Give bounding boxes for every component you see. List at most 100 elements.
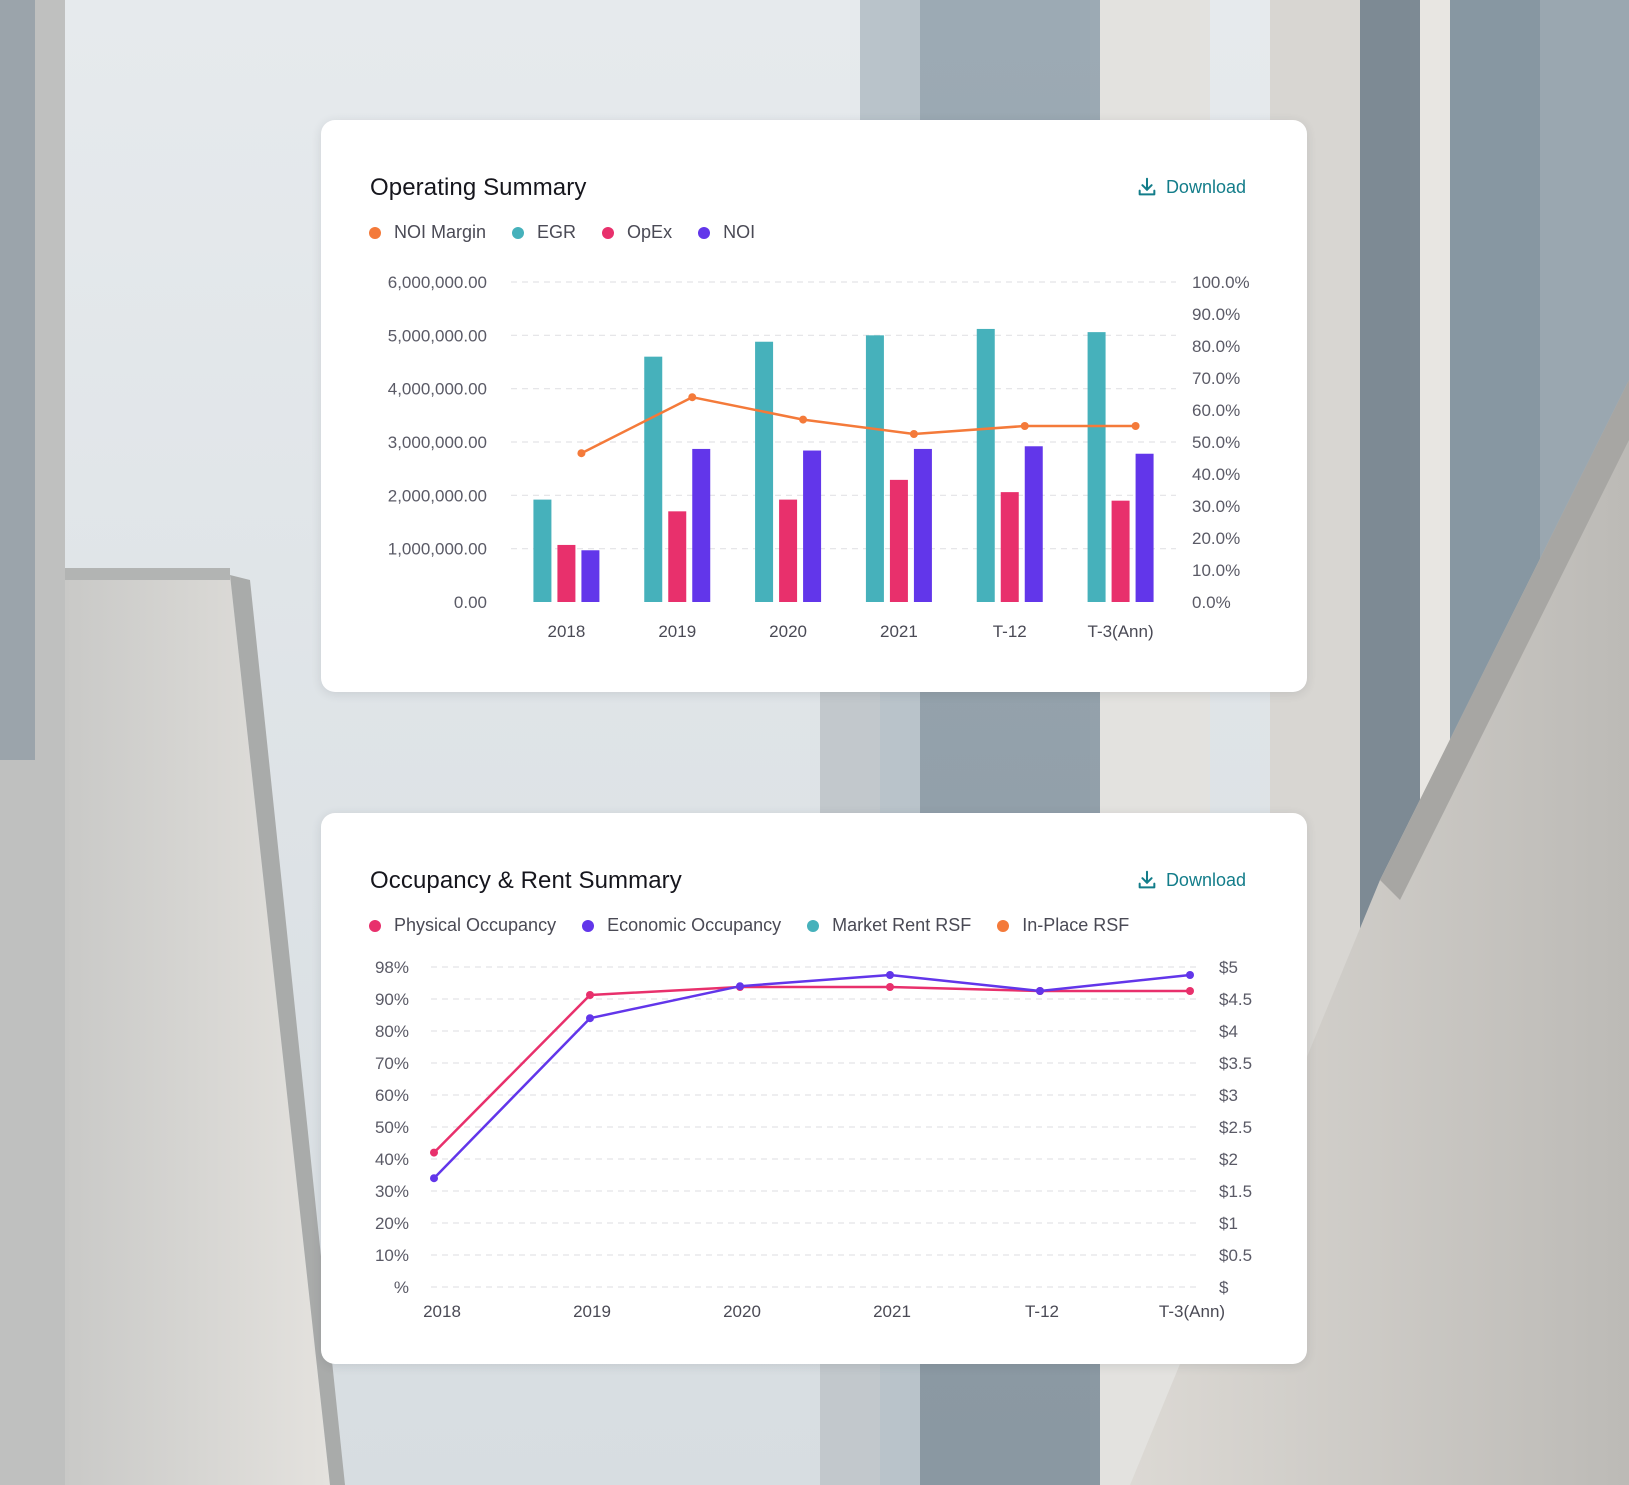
legend-label: NOI [723, 222, 756, 242]
point-economic-occupancy[interactable] [586, 1014, 594, 1023]
point-physical-occupancy[interactable] [886, 983, 894, 991]
bar-egr[interactable] [976, 328, 995, 602]
y2-tick-label: 20.0% [1192, 529, 1240, 548]
point-economic-occupancy[interactable] [430, 1174, 438, 1183]
x-tick-label: 2020 [723, 1302, 761, 1321]
legend-dot [582, 919, 595, 932]
legend-label: In-Place RSF [1022, 915, 1130, 935]
y-tick-label: 90% [375, 990, 409, 1009]
legend-dot [369, 919, 381, 932]
legend-dot [698, 226, 711, 239]
series-line-noi-margin [580, 395, 1136, 455]
point-noi-margin[interactable] [909, 430, 918, 438]
bar-egr[interactable] [865, 335, 884, 602]
bar-noi[interactable] [1135, 453, 1154, 602]
point-economic-occupancy[interactable] [886, 971, 894, 979]
y-tick-label: 40% [375, 1150, 409, 1169]
x-tick-label: T-3(Ann) [1159, 1302, 1225, 1321]
point-noi-margin[interactable] [1131, 422, 1140, 430]
bar-opex[interactable] [1000, 492, 1019, 602]
legend-label: OpEx [627, 222, 673, 242]
occupancy-rent-summary-card: Occupancy & Rent Summary Download Physic… [321, 813, 1307, 1364]
occupancy-summary-title: Occupancy & Rent Summary [370, 867, 682, 894]
y2-tick-label: $2.5 [1219, 1118, 1252, 1137]
bar-noi[interactable] [692, 448, 711, 602]
legend-item-egr[interactable]: EGR [512, 222, 576, 243]
point-physical-occupancy[interactable] [1186, 987, 1194, 995]
y-tick-label: 60% [375, 1086, 409, 1105]
point-economic-occupancy[interactable] [1186, 971, 1194, 979]
operating-summary-title: Operating Summary [370, 174, 587, 201]
legend-dot [997, 919, 1010, 932]
y2-tick-label: 70.0% [1192, 369, 1240, 388]
legend-item-noi-margin[interactable]: NOI Margin [369, 222, 486, 243]
y2-tick-label: 50.0% [1192, 433, 1240, 452]
x-tick-label: 2018 [423, 1302, 461, 1321]
y2-tick-label: $0.5 [1219, 1246, 1252, 1265]
point-physical-occupancy[interactable] [586, 991, 594, 999]
y-tick-label: 70% [375, 1054, 409, 1073]
legend-item-noi[interactable]: NOI [698, 222, 755, 243]
y2-tick-label: $1.5 [1219, 1182, 1252, 1201]
x-tick-label: 2021 [880, 622, 918, 641]
bar-opex[interactable] [668, 511, 687, 602]
legend-item-economic-occupancy[interactable]: Economic Occupancy [582, 915, 781, 936]
y2-tick-label: 80.0% [1192, 337, 1240, 356]
y2-tick-label: $ [1219, 1278, 1229, 1297]
legend-item-in-place-rsf[interactable]: In-Place RSF [997, 915, 1129, 936]
bar-noi[interactable] [803, 450, 822, 602]
legend-dot [807, 919, 820, 932]
y-tick-label: 98% [375, 958, 409, 977]
x-tick-label: T-3(Ann) [1088, 622, 1154, 641]
bar-egr[interactable] [1087, 332, 1106, 602]
y-tick-label: 5,000,000.00 [388, 326, 487, 345]
point-economic-occupancy[interactable] [736, 982, 744, 991]
bar-opex[interactable] [557, 544, 576, 602]
bar-opex[interactable] [1111, 500, 1130, 602]
point-noi-margin[interactable] [799, 415, 808, 424]
y2-tick-label: 0.0% [1192, 593, 1231, 612]
bar-noi[interactable] [581, 550, 600, 602]
y-tick-label: 80% [375, 1022, 409, 1041]
y-tick-label: 20% [375, 1214, 409, 1233]
point-noi-margin[interactable] [1020, 422, 1029, 430]
legend-label: Economic Occupancy [607, 915, 782, 935]
download-icon [1138, 177, 1156, 196]
y-tick-label: 50% [375, 1118, 409, 1137]
bar-egr[interactable] [644, 356, 663, 602]
bar-egr[interactable] [755, 341, 774, 602]
series-line-economic-occupancy [433, 973, 1191, 1180]
bar-noi[interactable] [1024, 446, 1043, 602]
point-noi-margin[interactable] [688, 393, 697, 402]
legend-dot [512, 226, 525, 239]
y2-tick-label: $5 [1219, 958, 1238, 977]
operating-summary-card: Operating Summary Download NOI Margin EG… [321, 120, 1307, 692]
bar-opex[interactable] [889, 479, 908, 602]
operating-summary-download-button[interactable]: Download [1136, 176, 1246, 198]
occupancy-rent-chart: % 10% 20% 30% 40% 50% 60% 70% 80% 90% 98% $ $0.5 $1 $1… [375, 958, 1252, 1321]
point-physical-occupancy[interactable] [430, 1148, 438, 1157]
legend-label: NOI Margin [394, 222, 487, 242]
x-tick-label: 2018 [548, 622, 586, 641]
bar-egr[interactable] [533, 499, 552, 602]
y2-tick-label: $4.5 [1219, 990, 1252, 1009]
series-line-physical-occupancy [433, 985, 1190, 1154]
x-tick-label: T-12 [1025, 1302, 1059, 1321]
legend-dot [369, 226, 381, 239]
y2-tick-label: 60.0% [1192, 401, 1240, 420]
legend-label: Physical Occupancy [394, 915, 557, 935]
point-noi-margin[interactable] [577, 449, 586, 458]
bar-opex[interactable] [779, 499, 798, 602]
y-tick-label: 2,000,000.00 [388, 486, 487, 505]
y-tick-label: 10% [375, 1246, 409, 1265]
point-economic-occupancy[interactable] [1036, 987, 1044, 995]
y2-tick-label: 30.0% [1192, 497, 1240, 516]
legend-item-market-rent-rsf[interactable]: Market Rent RSF [807, 915, 971, 936]
bar-noi[interactable] [913, 448, 932, 602]
legend-label: Market Rent RSF [832, 915, 972, 935]
download-icon [1138, 870, 1156, 889]
legend-item-opex[interactable]: OpEx [602, 222, 672, 243]
legend-item-physical-occupancy[interactable]: Physical Occupancy [369, 915, 556, 936]
occupancy-summary-download-button[interactable]: Download [1136, 869, 1246, 891]
occupancy-summary-legend: Physical Occupancy Economic Occupancy Ma… [369, 915, 1155, 936]
